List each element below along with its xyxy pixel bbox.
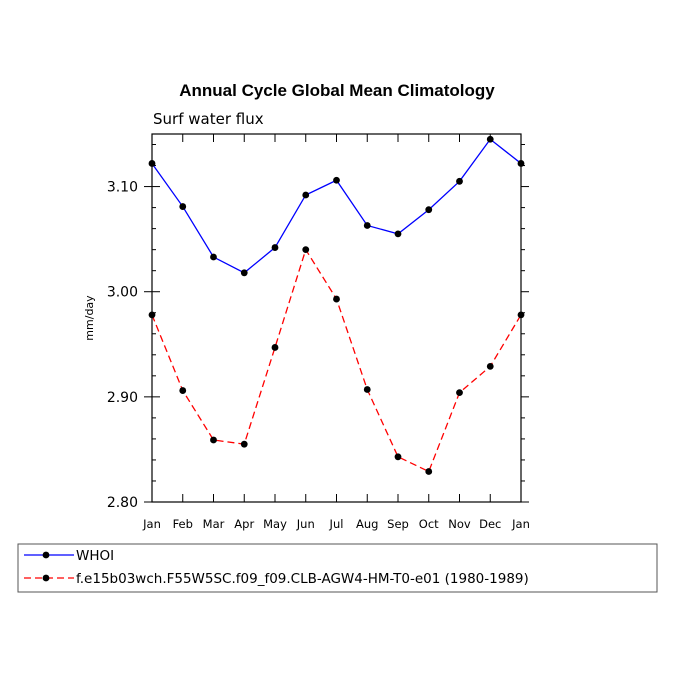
legend-label-model: f.e15b03wch.F55W5SC.f09_f09.CLB-AGW4-HM-… bbox=[76, 571, 529, 587]
data-point bbox=[210, 436, 217, 444]
y-tick-labels: 2.80 2.90 3.00 3.10 bbox=[107, 180, 138, 511]
data-point bbox=[517, 160, 525, 167]
x-tick-label: Feb bbox=[173, 517, 193, 531]
y-tick-label: 3.10 bbox=[107, 180, 138, 196]
data-point bbox=[210, 253, 217, 261]
data-point bbox=[486, 135, 494, 143]
y-tick-label: 2.80 bbox=[107, 495, 138, 511]
data-point bbox=[394, 453, 402, 461]
x-tick-label: Aug bbox=[356, 517, 378, 531]
series-line-0 bbox=[151, 138, 522, 274]
data-point bbox=[302, 191, 310, 199]
x-tick-label: Dec bbox=[479, 517, 501, 531]
axis-ticks bbox=[144, 134, 529, 503]
legend: WHOI f.e15b03wch.F55W5SC.f09_f09.CLB-AGW… bbox=[17, 543, 658, 593]
x-tick-label: Nov bbox=[448, 517, 471, 531]
data-point bbox=[302, 246, 310, 254]
x-tick-label: Sep bbox=[387, 517, 409, 531]
data-point bbox=[363, 386, 371, 393]
data-point bbox=[425, 468, 433, 475]
chart-title: Annual Cycle Global Mean Climatology bbox=[179, 81, 495, 100]
series-layer bbox=[148, 135, 525, 475]
legend-marker-whoi bbox=[42, 551, 50, 559]
data-point bbox=[456, 177, 463, 185]
x-tick-label: Mar bbox=[203, 517, 225, 531]
data-point bbox=[425, 206, 433, 214]
data-point bbox=[517, 311, 525, 319]
data-point bbox=[394, 230, 402, 238]
x-tick-labels: Jan Feb Mar Apr May Jun Jul Aug Sep Oct Nov Dec Jan bbox=[142, 517, 530, 531]
data-point bbox=[486, 362, 494, 370]
x-tick-label: Jan bbox=[142, 517, 161, 531]
data-point bbox=[179, 203, 187, 210]
data-point bbox=[333, 176, 340, 184]
data-point bbox=[363, 222, 371, 229]
x-tick-label: Apr bbox=[234, 517, 254, 531]
data-point bbox=[271, 344, 279, 351]
x-tick-label: Jan bbox=[511, 517, 530, 531]
data-point bbox=[240, 269, 248, 277]
data-point bbox=[240, 440, 248, 448]
data-point bbox=[179, 387, 187, 394]
legend-marker-model bbox=[42, 574, 50, 582]
x-tick-label: Oct bbox=[419, 517, 439, 531]
x-tick-label: Jul bbox=[329, 517, 344, 531]
y-tick-label: 2.90 bbox=[107, 390, 138, 406]
series-line-1 bbox=[151, 248, 522, 473]
data-point bbox=[456, 389, 463, 397]
data-point bbox=[148, 311, 156, 319]
y-tick-label: 3.00 bbox=[107, 285, 138, 301]
chart-subtitle: Surf water flux bbox=[153, 110, 264, 128]
data-point bbox=[271, 244, 279, 251]
legend-box bbox=[17, 543, 658, 593]
data-point bbox=[333, 295, 340, 303]
data-point bbox=[148, 160, 156, 167]
y-axis-label: mm/day bbox=[83, 295, 96, 341]
x-tick-label: May bbox=[263, 517, 287, 531]
legend-label-whoi: WHOI bbox=[76, 548, 114, 564]
x-tick-label: Jun bbox=[296, 517, 315, 531]
plot-frame bbox=[151, 133, 522, 503]
